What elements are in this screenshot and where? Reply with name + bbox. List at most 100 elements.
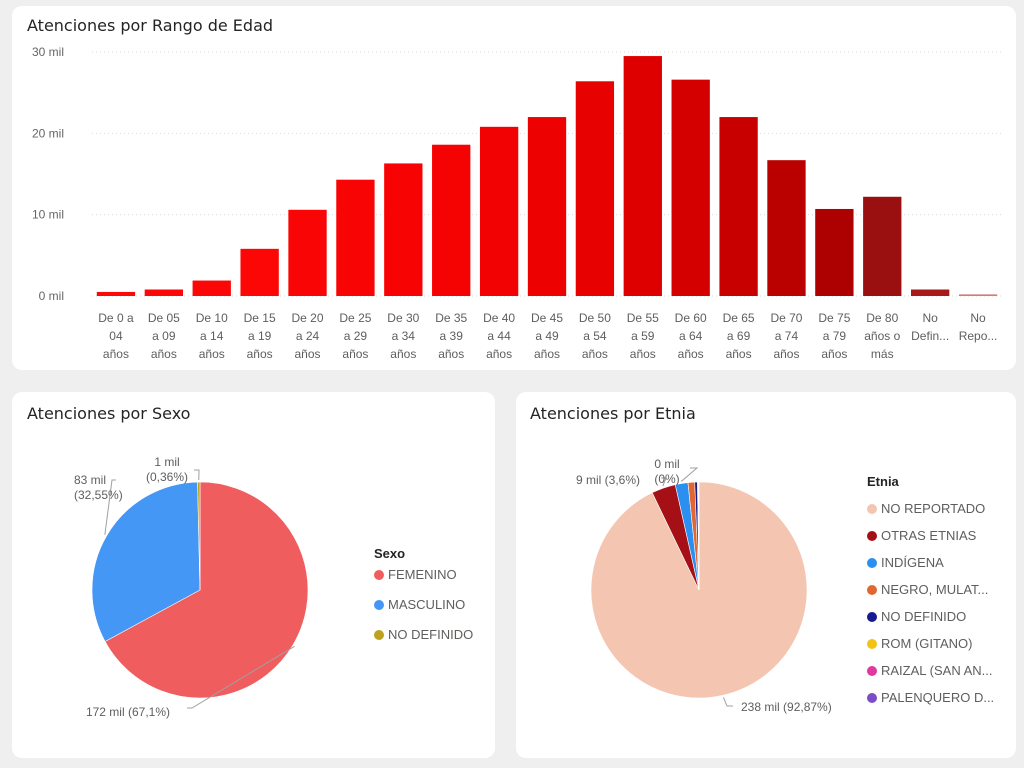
x-tick-label: 04 xyxy=(109,329,123,343)
ethnicity-chart-card: Atenciones por Etnia 238 mil (92,87%) 9 m… xyxy=(516,392,1016,758)
slice-data-label: (0,36%) xyxy=(146,470,188,484)
legend-item[interactable]: RAIZAL (SAN AN... xyxy=(881,663,993,678)
y-tick-label: 10 mil xyxy=(32,208,64,222)
x-tick-label: De 75 xyxy=(818,311,850,325)
x-tick-label: años o xyxy=(864,329,900,343)
y-tick-label: 30 mil xyxy=(32,45,64,59)
legend-item[interactable]: NO DEFINIDO xyxy=(881,609,966,624)
x-tick-label: años xyxy=(821,347,847,361)
bar[interactable] xyxy=(96,291,136,296)
leader-line xyxy=(194,469,200,481)
x-tick-label: años xyxy=(247,347,273,361)
legend-title: Sexo xyxy=(374,546,405,561)
pie-slice[interactable] xyxy=(197,481,201,591)
slice-data-label: (0%) xyxy=(654,472,679,486)
x-tick-label: De 10 xyxy=(196,311,228,325)
legend-item[interactable]: NO DEFINIDO xyxy=(388,627,473,642)
pie-slice[interactable] xyxy=(104,481,309,699)
legend-swatch xyxy=(374,630,384,640)
legend-item[interactable]: MASCULINO xyxy=(388,597,465,612)
bar[interactable] xyxy=(336,179,375,296)
legend-swatch xyxy=(867,693,877,703)
slice-data-label: 9 mil (3,6%) xyxy=(576,473,640,487)
legend-swatch xyxy=(867,666,877,676)
x-tick-label: De 20 xyxy=(292,311,324,325)
age-bar-chart[interactable]: 0 mil 10 mil 20 mil 30 mil De 0 a 04 años De 05… xyxy=(12,6,1016,370)
bar[interactable] xyxy=(432,144,471,296)
bar[interactable] xyxy=(815,208,854,296)
slice-data-label: 1 mil xyxy=(154,455,179,469)
pie-slice[interactable] xyxy=(91,481,201,642)
x-tick-label: años xyxy=(151,347,177,361)
x-tick-label: a 59 xyxy=(631,329,655,343)
ethnicity-chart-title: Atenciones por Etnia xyxy=(530,404,696,423)
x-tick-label: más xyxy=(871,347,894,361)
bar[interactable] xyxy=(911,289,950,296)
x-tick-label: De 45 xyxy=(531,311,563,325)
leader-line xyxy=(661,477,667,487)
x-tick-label: De 65 xyxy=(723,311,755,325)
legend-swatch xyxy=(867,531,877,541)
legend-item[interactable]: ROM (GITANO) xyxy=(881,636,972,651)
bar[interactable] xyxy=(240,248,279,296)
bar[interactable] xyxy=(192,280,231,296)
x-tick-label: años xyxy=(342,347,368,361)
x-tick-label: De 05 xyxy=(148,311,180,325)
x-tick-label: a 44 xyxy=(487,329,511,343)
legend-swatch xyxy=(867,639,877,649)
x-tick-label: años xyxy=(103,347,129,361)
legend-swatch xyxy=(867,612,877,622)
sex-pie-chart[interactable]: 172 mil (67,1%) 83 mil(32,55%) 1 mil(0,36%… xyxy=(12,392,495,758)
x-tick-label: años xyxy=(295,347,321,361)
y-tick-label: 0 mil xyxy=(39,289,64,303)
bar[interactable] xyxy=(623,56,662,296)
slice-data-label: (32,55%) xyxy=(74,488,123,502)
bar[interactable] xyxy=(575,81,615,296)
legend-item[interactable]: PALENQUERO D... xyxy=(881,690,994,705)
bar[interactable] xyxy=(384,163,423,296)
x-tick-label: De 0 a xyxy=(98,311,134,325)
x-tick-label: De 25 xyxy=(339,311,371,325)
x-tick-label: a 64 xyxy=(679,329,703,343)
bar[interactable] xyxy=(719,117,758,296)
slice-data-label: 83 mil xyxy=(74,473,106,487)
bar[interactable] xyxy=(958,294,998,296)
slice-data-label: 0 mil xyxy=(654,457,679,471)
bar[interactable] xyxy=(863,196,902,296)
bar[interactable] xyxy=(288,209,327,296)
sex-chart-card: Atenciones por Sexo 172 mil (67,1%) 83 mi… xyxy=(12,392,495,758)
x-tick-label: a 14 xyxy=(200,329,224,343)
leader-line xyxy=(680,467,699,482)
bar[interactable] xyxy=(767,160,806,296)
x-tick-label: años xyxy=(630,347,656,361)
bar[interactable] xyxy=(671,79,710,296)
x-tick-label: a 34 xyxy=(392,329,416,343)
legend-item[interactable]: NO REPORTADO xyxy=(881,501,985,516)
x-tick-label: Repo... xyxy=(959,329,998,343)
legend-swatch xyxy=(374,570,384,580)
leader-line xyxy=(722,697,733,707)
legend-item[interactable]: NEGRO, MULAT... xyxy=(881,582,988,597)
x-tick-label: a 74 xyxy=(775,329,799,343)
ethnicity-pie-chart[interactable]: 238 mil (92,87%) 9 mil (3,6%) 0 mil(0%) Etn… xyxy=(516,392,1016,758)
x-tick-label: De 80 xyxy=(866,311,898,325)
x-tick-label: años xyxy=(199,347,225,361)
x-tick-label: De 70 xyxy=(770,311,802,325)
leader-line xyxy=(187,645,295,709)
legend-item[interactable]: INDÍGENA xyxy=(881,555,944,570)
x-tick-label: No xyxy=(970,311,986,325)
x-tick-label: años xyxy=(726,347,752,361)
x-tick-label: a 79 xyxy=(823,329,847,343)
legend-item[interactable]: FEMENINO xyxy=(388,567,457,582)
x-tick-label: años xyxy=(678,347,704,361)
x-tick-label: No xyxy=(922,311,938,325)
x-tick-label: años xyxy=(438,347,464,361)
bar[interactable] xyxy=(479,126,519,297)
x-tick-label: a 24 xyxy=(296,329,320,343)
legend-item[interactable]: OTRAS ETNIAS xyxy=(881,528,977,543)
x-tick-label: De 60 xyxy=(675,311,707,325)
bar[interactable] xyxy=(527,117,567,296)
x-tick-label: a 69 xyxy=(727,329,751,343)
legend-title: Etnia xyxy=(867,474,900,489)
bar[interactable] xyxy=(144,289,183,296)
